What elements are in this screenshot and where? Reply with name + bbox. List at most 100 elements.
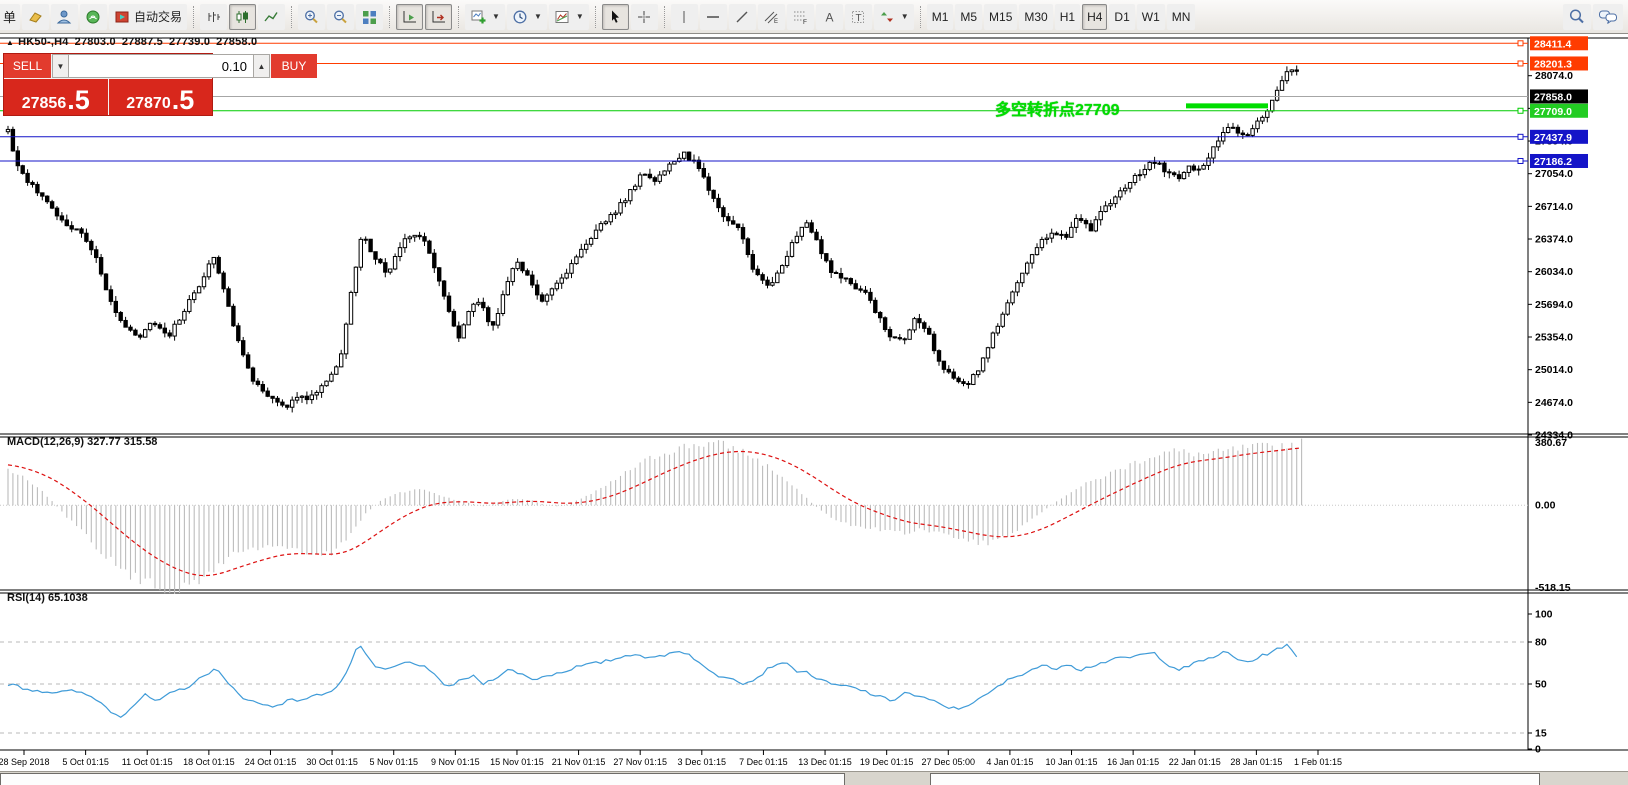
templates-button[interactable]: ▼ bbox=[548, 3, 589, 30]
svg-text:28411.4: 28411.4 bbox=[1534, 38, 1572, 50]
horizontal-line-button[interactable] bbox=[699, 3, 727, 30]
svg-text:E: E bbox=[774, 19, 778, 25]
svg-text:28074.0: 28074.0 bbox=[1535, 70, 1573, 82]
svg-text:24334.0: 24334.0 bbox=[1535, 430, 1573, 442]
sell-price-frac: .5 bbox=[67, 85, 90, 116]
toolbar-separator bbox=[291, 5, 293, 28]
svg-text:26714.0: 26714.0 bbox=[1535, 201, 1573, 213]
chevron-down-icon: ▼ bbox=[900, 12, 909, 21]
tile-windows-button[interactable] bbox=[356, 3, 384, 30]
auto-scroll-button[interactable] bbox=[396, 3, 424, 30]
volume-spinner: ▼ ▲ bbox=[51, 54, 271, 78]
svg-text:80: 80 bbox=[1535, 637, 1547, 649]
ohlc-open: 27803.0 bbox=[74, 36, 116, 48]
svg-text:30 Oct 01:15: 30 Oct 01:15 bbox=[306, 757, 358, 767]
ohlc-low: 27739.0 bbox=[168, 36, 211, 48]
line-chart-button[interactable] bbox=[258, 3, 286, 30]
svg-text:28201.3: 28201.3 bbox=[1534, 58, 1572, 70]
periods-button[interactable]: ▼ bbox=[506, 3, 547, 30]
cursor-button[interactable] bbox=[601, 3, 629, 30]
auto-scroll-icon bbox=[401, 9, 418, 25]
arrows-button[interactable]: ▼ bbox=[873, 3, 914, 30]
volume-decrease-button[interactable]: ▼ bbox=[52, 54, 69, 78]
text-icon: A bbox=[821, 9, 838, 25]
svg-text:50: 50 bbox=[1535, 679, 1547, 691]
sell-price-main: 27856 bbox=[21, 95, 67, 112]
buy-price[interactable]: 27870 .5 bbox=[109, 79, 213, 115]
toolbar-right-group bbox=[1562, 3, 1624, 30]
zoom-out-icon bbox=[332, 9, 349, 25]
candlestick-chart-icon bbox=[234, 9, 251, 25]
tf-h1-button[interactable]: H1 bbox=[1054, 3, 1081, 30]
crosshair-button[interactable] bbox=[630, 3, 658, 30]
vertical-line-button[interactable] bbox=[670, 3, 698, 30]
chat-button[interactable] bbox=[1593, 3, 1623, 30]
collapse-arrow-icon[interactable]: ▲ bbox=[6, 38, 15, 47]
volume-increase-button[interactable]: ▲ bbox=[253, 54, 270, 78]
toolbar-separator bbox=[663, 5, 665, 28]
signals-button[interactable] bbox=[80, 3, 107, 30]
trend-segment[interactable] bbox=[1186, 103, 1268, 109]
trendline-button[interactable] bbox=[728, 3, 756, 30]
svg-text:22 Jan 01:15: 22 Jan 01:15 bbox=[1169, 757, 1221, 767]
profiles-button[interactable] bbox=[51, 3, 78, 30]
tile-windows-icon bbox=[361, 9, 378, 25]
auto-trading-icon bbox=[114, 9, 131, 25]
tf-m15-button[interactable]: M15 bbox=[984, 3, 1018, 30]
volume-input[interactable] bbox=[69, 54, 253, 78]
svg-text:19 Dec 01:15: 19 Dec 01:15 bbox=[860, 757, 914, 767]
tf-m1-button[interactable]: M1 bbox=[926, 3, 954, 30]
svg-text:9 Nov 01:15: 9 Nov 01:15 bbox=[431, 757, 480, 767]
svg-text:7 Dec 01:15: 7 Dec 01:15 bbox=[739, 757, 788, 767]
status-panel-right bbox=[930, 773, 1540, 785]
auto-trading-button[interactable]: 自动交易 bbox=[109, 3, 188, 30]
fibonacci-button[interactable]: F bbox=[786, 3, 814, 30]
search-icon bbox=[1568, 8, 1586, 25]
text-label-button[interactable]: T bbox=[844, 3, 872, 30]
svg-text:25694.0: 25694.0 bbox=[1535, 299, 1573, 311]
search-button[interactable] bbox=[1563, 3, 1591, 30]
zoom-in-button[interactable] bbox=[298, 3, 326, 30]
svg-text:25014.0: 25014.0 bbox=[1535, 364, 1573, 376]
bar-chart-button[interactable] bbox=[200, 3, 228, 30]
svg-text:5 Nov 01:15: 5 Nov 01:15 bbox=[369, 757, 418, 767]
svg-text:27186.2: 27186.2 bbox=[1534, 156, 1572, 168]
svg-text:15 Nov 01:15: 15 Nov 01:15 bbox=[490, 757, 544, 767]
sell-price[interactable]: 27856 .5 bbox=[4, 79, 109, 115]
svg-text:27 Dec 05:00: 27 Dec 05:00 bbox=[922, 757, 976, 767]
svg-text:15: 15 bbox=[1535, 728, 1547, 740]
chart-shift-button[interactable] bbox=[425, 3, 453, 30]
rsi-line bbox=[7, 643, 1298, 719]
svg-text:T: T bbox=[855, 13, 861, 24]
history-tool-icon bbox=[27, 9, 44, 25]
svg-text:18 Oct 01:15: 18 Oct 01:15 bbox=[183, 757, 235, 767]
tf-m30-button[interactable]: M30 bbox=[1019, 3, 1053, 30]
tf-h4-button[interactable]: H4 bbox=[1082, 3, 1108, 30]
svg-text:16 Jan 01:15: 16 Jan 01:15 bbox=[1107, 757, 1159, 767]
buy-price-main: 27870 bbox=[126, 95, 171, 112]
bar-chart-icon bbox=[205, 9, 222, 25]
tf-mn-button[interactable]: MN bbox=[1166, 3, 1196, 30]
annotation-text[interactable]: 多空转折点27709 bbox=[995, 102, 1120, 119]
svg-text:27858.0: 27858.0 bbox=[1534, 91, 1572, 103]
chart-window: 28074.027734.027394.027054.026714.026374… bbox=[0, 34, 1628, 771]
text-button[interactable]: A bbox=[815, 3, 843, 30]
candlestick-chart-button[interactable] bbox=[229, 3, 257, 30]
status-panel-left bbox=[0, 773, 845, 785]
svg-text:28 Sep 2018: 28 Sep 2018 bbox=[0, 757, 50, 767]
buy-button[interactable]: BUY bbox=[271, 54, 317, 78]
tf-m5-button[interactable]: M5 bbox=[955, 3, 983, 30]
symbol-period: HK50-,H4 bbox=[18, 36, 69, 48]
zoom-out-button[interactable] bbox=[327, 3, 355, 30]
chart-plot[interactable]: 28074.027734.027394.027054.026714.026374… bbox=[0, 34, 1628, 771]
crosshair-icon bbox=[636, 9, 653, 25]
svg-text:A: A bbox=[825, 10, 833, 24]
svg-text:F: F bbox=[803, 19, 807, 25]
equidistant-channel-button[interactable]: E bbox=[757, 3, 785, 30]
indicators-button[interactable]: ▼ bbox=[465, 3, 505, 30]
sell-button[interactable]: SELL bbox=[4, 54, 51, 78]
new-order-button[interactable]: 单 bbox=[0, 3, 20, 30]
history-tool-button[interactable] bbox=[22, 3, 49, 30]
tf-d1-button[interactable]: D1 bbox=[1109, 3, 1135, 30]
tf-w1-button[interactable]: W1 bbox=[1136, 3, 1165, 30]
